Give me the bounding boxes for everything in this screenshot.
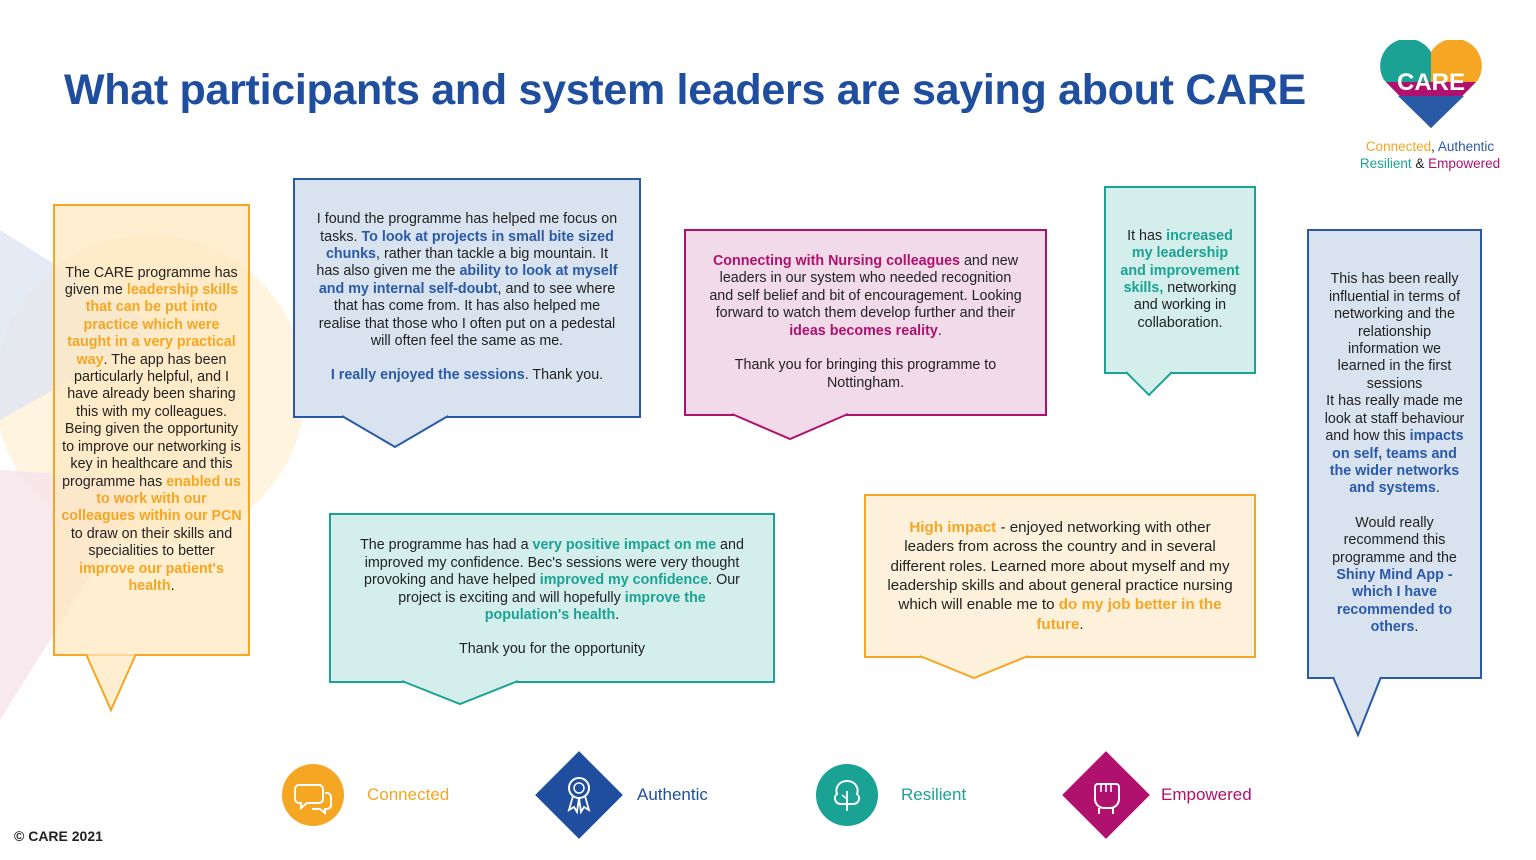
quote-segment: , rather than tackle a big mountain. It … <box>316 245 609 280</box>
speech-tail <box>919 655 1029 680</box>
quote-segment: and improved my confidence. Bec's sessio… <box>364 537 744 589</box>
page-title: What participants and system leaders are… <box>64 66 1306 114</box>
quote-segment: The CARE programme has given me <box>64 264 238 299</box>
speech-tail <box>85 653 137 713</box>
tagline-authentic: Authentic <box>1437 139 1495 154</box>
highlight-text: Shiny Mind App - which I have recommende… <box>1336 566 1453 636</box>
speech-tail <box>731 413 849 441</box>
quote-text: Would really recommend this programme an… <box>1323 515 1466 637</box>
highlight-text: ability to look at myself and my interna… <box>318 263 618 297</box>
speech-tail <box>1125 371 1173 397</box>
value-label-connected: Connected <box>367 785 450 804</box>
quote-text: Connecting with Nursing colleagues and n… <box>706 253 1025 340</box>
speech-tail <box>341 415 449 449</box>
quote-bubble-networking-influential: This has been really influential in term… <box>1307 229 1482 679</box>
quote-segment: . <box>170 577 175 594</box>
tagline-empowered: Empowered <box>1428 156 1501 171</box>
copyright: © CARE 2021 <box>14 828 103 844</box>
quote-segment: networking and working in collaboration. <box>1133 280 1237 331</box>
connected-icon <box>282 764 344 826</box>
quote-bubble-improvement-skills: It has increased my leadership and impro… <box>1104 186 1256 374</box>
quote-text: Thank you for bringing this programme to… <box>706 357 1025 392</box>
highlight-text: very positive impact on me <box>532 537 717 554</box>
quote-segment: Thank you for the opportunity <box>459 641 645 658</box>
quote-segment: . <box>1435 480 1440 497</box>
value-label-resilient: Resilient <box>901 785 967 804</box>
care-heart-logo: CARE <box>1380 40 1482 128</box>
quote-segment: I found the programme has helped me focu… <box>316 211 618 245</box>
quote-text: The programme has had a very positive im… <box>355 537 749 624</box>
quote-text: Thank you for the opportunity <box>355 641 749 658</box>
highlight-text: do my job better in the future <box>1036 596 1222 633</box>
highlight-text: High impact <box>909 518 997 536</box>
quote-segment: - enjoyed networking with other leaders … <box>887 518 1233 614</box>
quote-segment: to draw on their skills and specialities… <box>70 525 233 560</box>
quote-segment: This has been really influential in term… <box>1328 271 1461 392</box>
quote-segment: It has really made me look at staff beha… <box>1324 393 1465 445</box>
quote-segment: . <box>1414 619 1419 636</box>
highlight-text: improved my confidence <box>539 572 709 589</box>
quote-text: It has really made me look at staff beha… <box>1323 393 1466 497</box>
logo-tagline: Connected, Authentic Resilient & Empower… <box>1340 138 1520 172</box>
quote-bubble-leadership-skills: The CARE programme has given me leadersh… <box>53 204 250 656</box>
highlight-text: improve our patient's health <box>79 560 224 594</box>
resilient-icon <box>816 764 878 826</box>
quote-text: I found the programme has helped me focu… <box>315 211 619 350</box>
quote-text: The CARE programme has given me leadersh… <box>61 265 242 596</box>
quote-segment: . <box>1079 615 1084 633</box>
highlight-text: increased my leadership and improvement … <box>1120 227 1240 296</box>
quote-bubble-small-chunks: I found the programme has helped me focu… <box>293 178 641 418</box>
tagline-sep: , <box>1431 139 1438 154</box>
quote-segment: , and to see where that has come from. I… <box>318 280 616 350</box>
logo-text: CARE <box>1397 69 1465 96</box>
tagline-sep: & <box>1411 156 1429 171</box>
quote-bubble-nursing-colleagues: Connecting with Nursing colleagues and n… <box>684 229 1047 416</box>
highlight-text: Connecting with Nursing colleagues <box>712 253 960 270</box>
value-label-authentic: Authentic <box>637 785 708 804</box>
empowered-icon <box>1062 751 1150 839</box>
quote-bubble-positive-impact: The programme has had a very positive im… <box>329 513 775 683</box>
highlight-text: To look at projects in small bite sized … <box>325 228 614 262</box>
quote-bubble-high-impact: High impact - enjoyed networking with ot… <box>864 494 1256 658</box>
highlight-text: impacts on self, teams and the wider net… <box>1329 428 1464 497</box>
authentic-icon <box>535 751 623 839</box>
speech-tail <box>1332 676 1382 738</box>
quote-segment: It has <box>1127 227 1167 244</box>
highlight-text: enabled us to work with our colleagues w… <box>61 473 242 525</box>
quote-segment: and new leaders in our system who needed… <box>709 253 1022 322</box>
highlight-text: leadership skills that can be put into p… <box>67 282 239 368</box>
quote-segment: Thank you for bringing this programme to… <box>734 357 997 391</box>
tagline-connected: Connected <box>1365 139 1432 154</box>
speech-tail <box>401 680 519 706</box>
tagline-resilient: Resilient <box>1359 156 1412 171</box>
quote-text: I really enjoyed the sessions. Thank you… <box>315 367 619 384</box>
quote-segment: . <box>937 322 942 339</box>
quote-text: High impact - enjoyed networking with ot… <box>886 518 1234 634</box>
quote-segment: . The app has been particularly helpful,… <box>62 351 241 490</box>
quote-text: It has increased my leadership and impro… <box>1120 228 1240 332</box>
quote-segment: . Thank you. <box>524 367 604 384</box>
quote-segment: . <box>615 606 620 623</box>
highlight-text: ideas becomes reality <box>789 322 938 339</box>
quote-segment: The programme has had a <box>360 537 533 554</box>
quote-text: This has been really influential in term… <box>1323 271 1466 393</box>
highlight-text: I really enjoyed the sessions <box>330 367 525 384</box>
highlight-text: improve the population's health <box>484 589 706 623</box>
value-label-empowered: Empowered <box>1161 785 1252 804</box>
quote-segment: . Our project is exciting and will hopef… <box>398 572 740 606</box>
quote-segment: Would really recommend this programme an… <box>1332 514 1457 566</box>
